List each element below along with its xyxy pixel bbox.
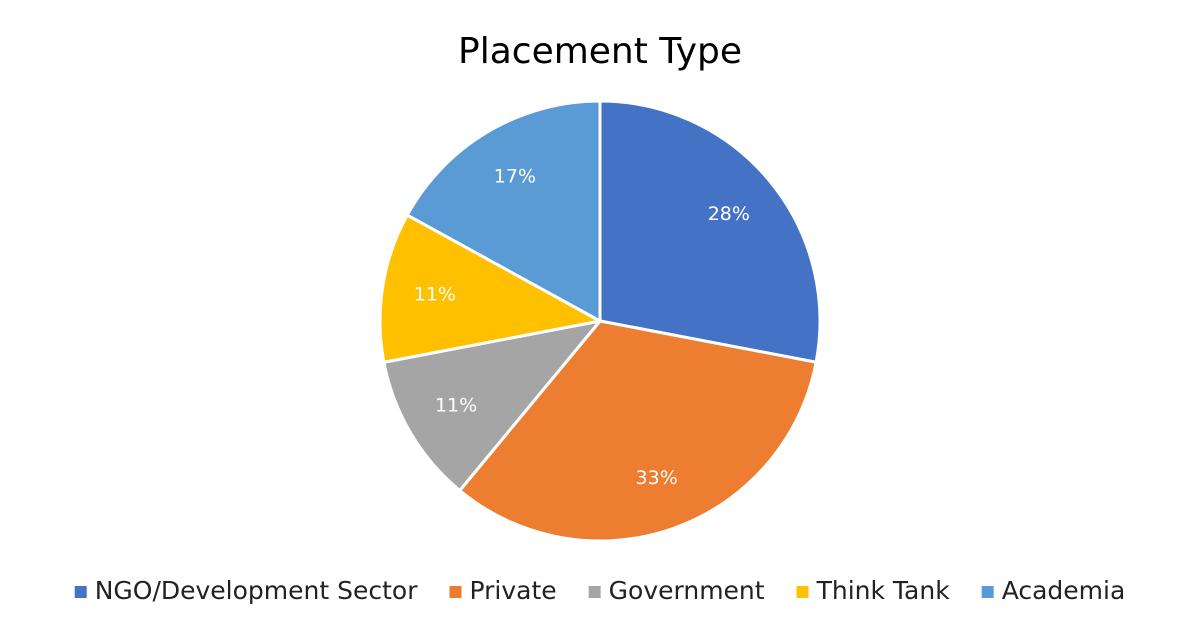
legend-label: Think Tank (816, 576, 951, 605)
pie-slice (458, 319, 818, 543)
chart-title: Placement Type (458, 31, 742, 72)
pie-slice (378, 213, 602, 364)
legend-label: Private (469, 576, 556, 605)
pie-slice (405, 99, 602, 323)
legend-label: Academia (1002, 576, 1126, 605)
legend-swatch (588, 586, 601, 598)
legend: NGO/Development Sector Private Government T… (74, 576, 1126, 605)
slice-label: 11% (435, 395, 477, 417)
legend-swatch (449, 586, 462, 598)
legend-swatch (796, 586, 809, 598)
slice-label: 17% (494, 166, 536, 188)
legend-label: Government (609, 576, 765, 605)
slice-label: 33% (636, 467, 678, 489)
legend-label: NGO/Development Sector (95, 576, 419, 605)
slice-label: 28% (708, 203, 750, 225)
pie-slice (598, 99, 822, 364)
legend-swatch (981, 586, 994, 598)
pie-slice (382, 319, 602, 493)
slice-label: 11% (414, 283, 456, 305)
legend-swatch (74, 586, 87, 598)
